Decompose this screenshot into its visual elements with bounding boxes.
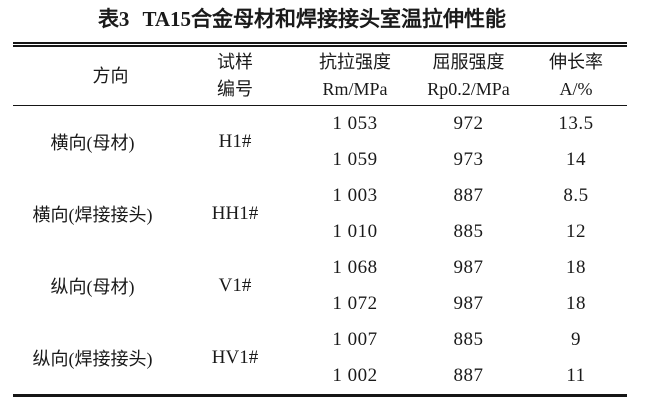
col-header-yield-line1: 屈服强度 bbox=[432, 52, 505, 72]
rm-value-cell: 1 072 bbox=[332, 293, 378, 314]
col-header-yield-strength: 屈服强度 Rp0.2/MPa bbox=[412, 44, 525, 106]
table-caption: 表3 TA15合金母材和焊接接头室温拉伸性能 bbox=[0, 6, 604, 32]
table-row: 1 010 885 12 bbox=[13, 214, 627, 250]
rp-value-cell: 885 bbox=[453, 329, 484, 350]
elongation-value-cell: 11 bbox=[566, 365, 586, 386]
rm-value-cell: 1 059 bbox=[332, 149, 378, 170]
rp-value-cell: 987 bbox=[453, 293, 484, 314]
direction-cell: 横向(焊接接头) bbox=[32, 205, 153, 225]
rp-value-cell: 973 bbox=[453, 149, 484, 170]
col-header-elongation-line2: A/% bbox=[559, 79, 593, 99]
specimen-cell: H1# bbox=[218, 131, 252, 152]
table-caption-label: 表3 bbox=[97, 7, 130, 31]
col-header-direction-label: 方向 bbox=[92, 65, 129, 86]
col-header-elongation-line1: 伸长率 bbox=[549, 52, 603, 72]
col-header-tensile-strength: 抗拉强度 Rm/MPa bbox=[298, 44, 412, 106]
table-row: 横向(焊接接头) HH1# 1 003 887 8.5 bbox=[13, 178, 627, 225]
elongation-value-cell: 14 bbox=[566, 149, 586, 170]
elongation-value-cell: 18 bbox=[566, 257, 586, 278]
rm-value-cell: 1 010 bbox=[332, 221, 378, 242]
specimen-cell: HV1# bbox=[211, 347, 259, 368]
table-row: 1 059 973 14 bbox=[13, 142, 627, 178]
specimen-cell: HH1# bbox=[211, 203, 259, 224]
table-row: 横向(母材) H1# 1 053 972 13.5 bbox=[13, 106, 627, 153]
col-header-specimen: 试样 编号 bbox=[172, 44, 298, 106]
elongation-value-cell: 12 bbox=[566, 221, 586, 242]
rp-value-cell: 887 bbox=[453, 365, 484, 386]
rm-value-cell: 1 068 bbox=[332, 257, 378, 278]
direction-cell: 纵向(母材) bbox=[50, 277, 135, 297]
tensile-properties-table: 方向 试样 编号 抗拉强度 Rm/MPa 屈服强度 Rp0.2/MPa 伸长率 … bbox=[13, 42, 627, 397]
col-header-tensile-line2: Rm/MPa bbox=[322, 79, 388, 99]
rp-value-cell: 885 bbox=[453, 221, 484, 242]
direction-cell: 横向(母材) bbox=[50, 133, 135, 153]
rp-value-cell: 887 bbox=[453, 185, 484, 206]
elongation-value-cell: 8.5 bbox=[563, 185, 589, 206]
specimen-cell: V1# bbox=[218, 275, 252, 296]
rm-value-cell: 1 003 bbox=[332, 185, 378, 206]
table-row: 纵向(母材) V1# 1 068 987 18 bbox=[13, 250, 627, 297]
elongation-value-cell: 13.5 bbox=[558, 113, 594, 134]
direction-cell: 纵向(焊接接头) bbox=[32, 349, 153, 369]
table-row: 纵向(焊接接头) HV1# 1 007 885 9 bbox=[13, 322, 627, 369]
header-row: 方向 试样 编号 抗拉强度 Rm/MPa 屈服强度 Rp0.2/MPa 伸长率 … bbox=[13, 44, 627, 106]
table-row: 1 002 887 11 bbox=[13, 358, 627, 396]
col-header-specimen-line2: 编号 bbox=[217, 79, 253, 99]
table-caption-text: TA15合金母材和焊接接头室温拉伸性能 bbox=[142, 7, 507, 31]
col-header-specimen-line1: 试样 bbox=[217, 52, 253, 72]
rp-value-cell: 987 bbox=[453, 257, 484, 278]
rm-value-cell: 1 007 bbox=[332, 329, 378, 350]
elongation-value-cell: 9 bbox=[571, 329, 581, 350]
rm-value-cell: 1 053 bbox=[332, 113, 378, 134]
col-header-direction: 方向 bbox=[13, 44, 172, 106]
rm-value-cell: 1 002 bbox=[332, 365, 378, 386]
col-header-tensile-line1: 抗拉强度 bbox=[319, 52, 391, 72]
elongation-value-cell: 18 bbox=[566, 293, 586, 314]
col-header-elongation: 伸长率 A/% bbox=[525, 44, 627, 106]
table-row: 1 072 987 18 bbox=[13, 286, 627, 322]
rp-value-cell: 972 bbox=[453, 113, 484, 134]
col-header-yield-line2: Rp0.2/MPa bbox=[427, 79, 510, 99]
